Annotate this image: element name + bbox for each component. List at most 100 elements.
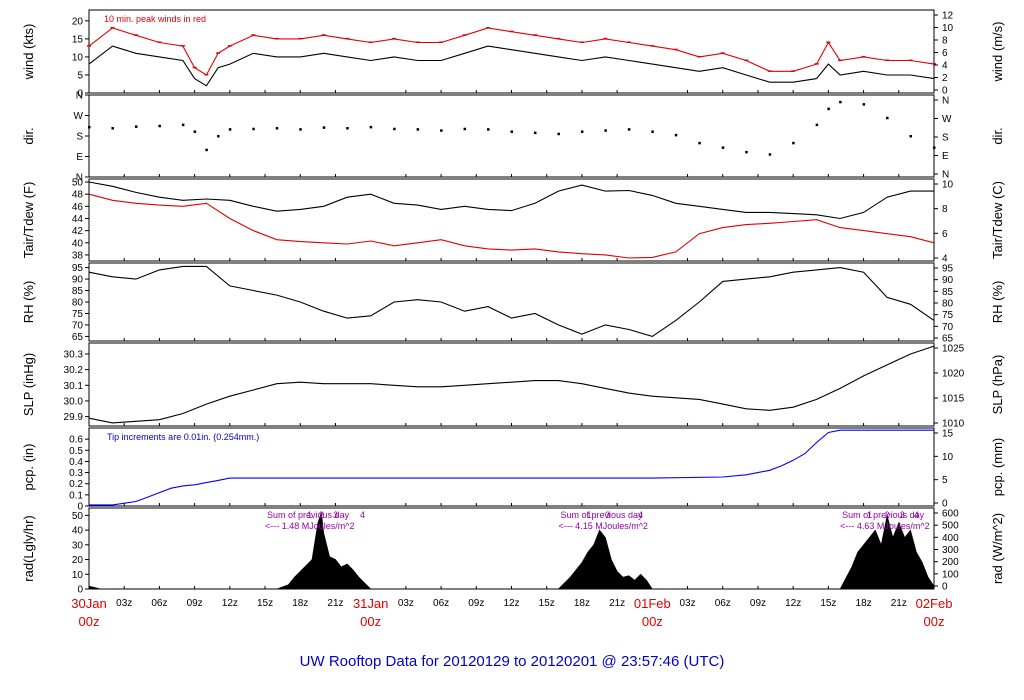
wind-ylabel-right: wind (m/s) (990, 22, 1005, 83)
wind-right-tick-label: 6 (942, 48, 948, 59)
rad-right-tick-label: 500 (942, 521, 959, 532)
dir-point (604, 129, 607, 132)
rad-peak-marker: 3 (900, 510, 905, 520)
slp-right-tick-label: 1015 (942, 394, 965, 405)
panel-slp: 29.9 30.0 30.1 30.2 30.3 1010 1015 1020 1025 SLP … (21, 342, 1005, 430)
wind-peak-mark (298, 37, 303, 40)
rad-day-sum-value: <--- 4.15 MJoules/m^2 (558, 521, 648, 531)
dir-point (299, 128, 302, 131)
dir-left-tick-label: N (76, 173, 83, 184)
time-tick-label: 03z (116, 598, 132, 609)
rad-right-tick-label: 400 (942, 533, 959, 544)
rh-left-tick-label: 80 (72, 298, 84, 309)
time-tick-label: 09z (750, 598, 766, 609)
time-axis: 03z 06z 09z 12z 15z 18z 21z 03z 06z 09z 12z 15z 18z 2… (71, 596, 952, 629)
wind-peak-mark (720, 52, 725, 54)
wind-peak-mark (486, 27, 491, 29)
wind-peak-mark (603, 37, 608, 40)
slp-right-tick-label: 1020 (942, 369, 965, 380)
dir-ylabel-left: dir. (21, 127, 36, 144)
rad-peak-marker: 1 (586, 510, 591, 520)
pcp-left-tick-label: 0 (77, 502, 83, 513)
dir-point (88, 125, 91, 129)
dir-left-tick-label: N (76, 91, 83, 102)
rad-left-tick-label: 0 (77, 585, 83, 596)
dir-point (393, 127, 396, 131)
wind-peak-mark (251, 34, 256, 36)
rh-right-tick-label: 75 (942, 310, 954, 321)
rad-day-sum-value: <--- 4.63 MJoules/m^2 (840, 521, 930, 531)
rh-right-tick-label: 70 (942, 322, 954, 333)
wind-annotation: 10 min. peak winds in red (104, 14, 206, 24)
dir-point (228, 128, 232, 131)
rh-series-0 (88, 265, 935, 338)
rad-peak-marker: 1 (867, 510, 872, 520)
wind-right-tick-label: 0 (942, 86, 948, 97)
time-tick-label: 12z (222, 598, 238, 609)
dir-point (193, 130, 197, 133)
wind-peak-mark (157, 41, 162, 43)
slp-ylabel-left: SLP (inHg) (21, 353, 36, 416)
temp-left-tick-label: 42 (72, 226, 84, 237)
pcp-right-tick-label: 15 (942, 429, 954, 440)
dir-right-tick-label: E (942, 151, 949, 162)
rh-right-tick-label: 85 (942, 287, 954, 298)
slp-frame (88, 342, 935, 427)
pcp-left-tick-label: 0.1 (69, 490, 83, 501)
pcp-right-tick-label: 5 (942, 475, 948, 486)
wind-right-tick-label: 12 (942, 11, 954, 22)
wind-peak-mark (439, 41, 444, 43)
rad-peak-marker: 4 (360, 510, 365, 520)
wind-right-tick-label: 8 (942, 36, 948, 47)
pcp-annotation: Tip increments are 0.01in. (0.254mm.) (107, 432, 259, 442)
wind-peak-mark (885, 59, 890, 62)
wind-left-tick-label: 10 (72, 52, 84, 63)
dir-point (627, 128, 631, 131)
date-label-day: 01Feb (634, 596, 671, 611)
dir-point (768, 153, 772, 156)
rad-right-tick-label: 100 (942, 569, 959, 580)
dir-frame (88, 94, 935, 178)
time-tick-label: 06z (715, 598, 731, 609)
dir-point (487, 128, 490, 131)
dir-point (463, 127, 467, 131)
wind-peak-mark (532, 34, 537, 36)
temp-series-0 (88, 181, 934, 220)
wind-peak-mark (392, 37, 397, 40)
rh-left-tick-label: 85 (72, 286, 84, 297)
dir-point (205, 148, 208, 152)
temp-left-tick-label: 50 (72, 178, 84, 189)
date-label-time: 00z (924, 614, 945, 629)
dir-right-tick-label: N (942, 96, 949, 107)
rh-right-tick-label: 95 (942, 264, 954, 275)
time-tick-label: 12z (785, 598, 801, 609)
rad-series-area (88, 512, 935, 590)
pcp-left-tick-label: 0.3 (69, 468, 83, 479)
wind-peak-mark (697, 55, 702, 58)
pcp-left-tick-label: 0.6 (69, 435, 83, 446)
pcp-ylabel-right: pcp. (mm) (990, 438, 1005, 497)
wind-peak-mark (861, 55, 866, 58)
rad-peak-marker: 2 (885, 510, 890, 520)
dir-right-tick-label: W (942, 114, 952, 125)
wind-peak-mark (932, 63, 936, 65)
dir-point (886, 116, 889, 120)
pcp-right-tick-label: 10 (942, 452, 954, 463)
wind-peak-mark (509, 30, 514, 33)
rh-ylabel-left: RH (%) (21, 281, 36, 324)
dir-point (698, 141, 701, 145)
dir-ylabel-right: dir. (990, 127, 1005, 144)
wind-peak-mark (791, 70, 796, 72)
time-tick-label: 09z (468, 598, 484, 609)
dir-point (674, 133, 678, 137)
time-tick-label: 15z (820, 598, 836, 609)
wind-peak-mark (767, 70, 772, 72)
rad-ylabel-left: rad(Lgly/hr) (21, 515, 36, 581)
pcp-series-0 (89, 429, 934, 506)
dir-point (322, 126, 326, 129)
wind-peak-mark (626, 41, 631, 43)
time-tick-label: 09z (187, 598, 203, 609)
rad-peak-marker: 4 (914, 510, 919, 520)
dir-left-tick-label: W (74, 111, 84, 122)
